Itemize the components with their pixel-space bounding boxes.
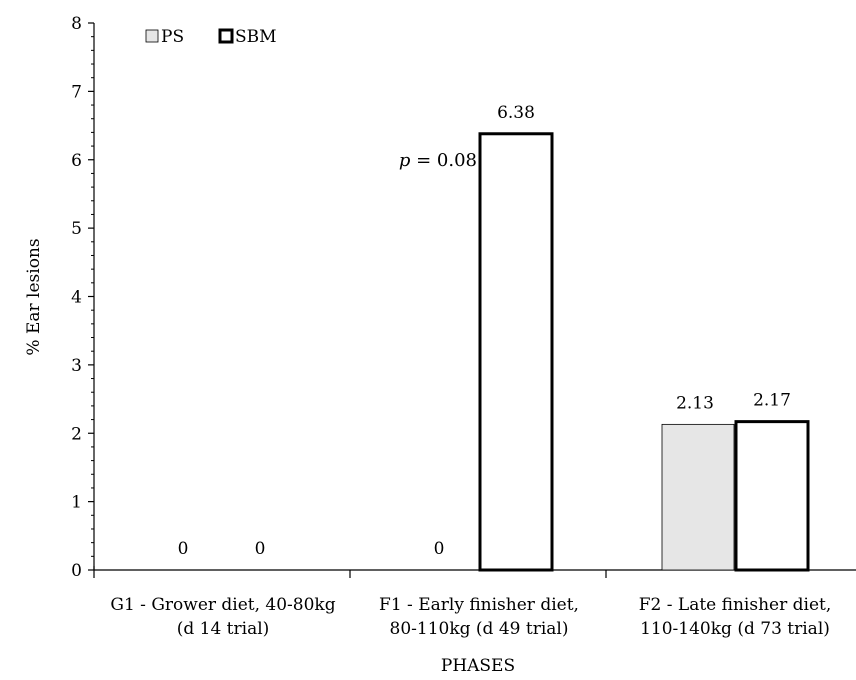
data-label: 0 [434, 539, 445, 559]
y-tick-label: 7 [71, 82, 82, 102]
y-tick-label: 8 [71, 14, 82, 34]
p-value-symbol: p [399, 150, 411, 171]
chart-bars [478, 132, 810, 572]
x-category-label: F2 - Late finisher diet, [639, 595, 832, 615]
chart-legend: PS SBM [145, 27, 277, 47]
bar-ps [661, 423, 735, 571]
x-category-label: (d 14 trial) [177, 619, 270, 639]
data-label: 2.17 [753, 391, 791, 411]
data-label: 6.38 [497, 103, 535, 123]
x-axis-title: PHASES [441, 656, 515, 676]
y-tick-label: 0 [71, 561, 82, 581]
x-category-label: 110-140kg (d 73 trial) [640, 619, 830, 639]
legend-label-ps: PS [161, 27, 184, 47]
x-category-label: 80-110kg (d 49 trial) [390, 619, 569, 639]
p-value-annotation: p = 0.08 [399, 150, 477, 171]
legend-swatch-ps [145, 29, 159, 43]
p-value-text: = 0.08 [410, 150, 477, 171]
y-axis-title: % Ear lesions [24, 238, 44, 355]
data-label: 0 [178, 539, 189, 559]
y-tick-label: 3 [71, 356, 82, 376]
data-label: 0 [255, 539, 266, 559]
y-tick-label: 1 [71, 493, 82, 513]
legend-label-sbm: SBM [235, 27, 277, 47]
bar-sbm [478, 132, 554, 572]
x-category-label: G1 - Grower diet, 40-80kg [110, 595, 335, 615]
y-tick-label: 2 [71, 424, 82, 444]
bar-sbm [734, 420, 810, 572]
x-category-label: F1 - Early finisher diet, [379, 595, 579, 615]
y-tick-label: 6 [71, 151, 82, 171]
chart-axes: 0 1 2 3 4 5 6 7 8 [71, 14, 856, 581]
legend-swatch-sbm [218, 28, 234, 44]
chart-labels: G1 - Grower diet, 40-80kg (d 14 trial) F1 … [110, 103, 831, 639]
data-label: 2.13 [676, 393, 714, 413]
y-tick-label: 5 [71, 219, 82, 239]
y-tick-label: 4 [71, 288, 82, 308]
